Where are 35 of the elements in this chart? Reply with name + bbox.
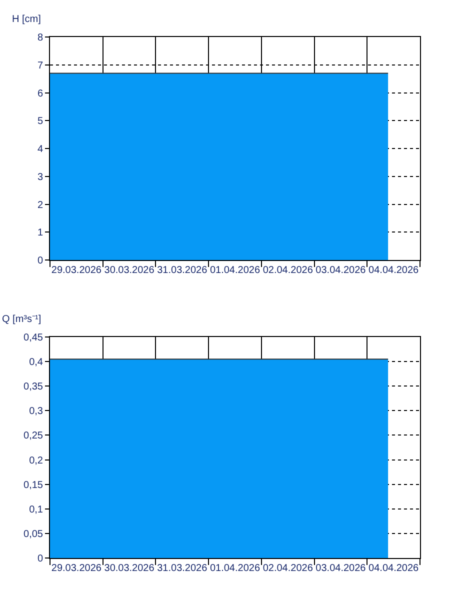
y-tick-label: 0,3 [29, 406, 44, 418]
x-tick-label: 04.04.2026 [368, 265, 420, 276]
y-tick-label: 0 [37, 554, 44, 564]
x-tick-label: 29.03.2026 [51, 563, 102, 574]
y-tick-label: 8 [37, 32, 44, 44]
x-tick-label: 02.04.2026 [262, 563, 314, 574]
y-tick-label: 0,45 [24, 332, 44, 344]
x-tick-label: 01.04.2026 [210, 265, 260, 276]
y-axis-title: Q [m³s⁻¹] [2, 314, 42, 325]
y-tick-label: 0,25 [24, 430, 44, 442]
y-tick-label: 0,35 [24, 382, 44, 393]
y-tick-label: 0,05 [24, 528, 44, 540]
x-tick-label: 29.03.2026 [51, 265, 102, 276]
y-tick-label: 4 [37, 144, 44, 155]
y-tick-label: 6 [37, 88, 44, 100]
x-tick-label: 01.04.2026 [210, 563, 260, 574]
x-tick-label: 30.03.2026 [104, 563, 155, 574]
x-tick-label: 04.04.2026 [368, 563, 420, 574]
x-tick-label: 03.04.2026 [316, 265, 366, 276]
y-tick-label: 0 [37, 256, 44, 266]
y-tick-label: 0,15 [24, 480, 44, 491]
y-tick-label: 1 [37, 228, 44, 239]
x-tick-label: 31.03.2026 [157, 265, 208, 276]
y-tick-label: 2 [37, 200, 44, 211]
x-tick-label: 03.04.2026 [316, 563, 366, 574]
x-tick-label: 02.04.2026 [262, 265, 314, 276]
y-axis-title: H [cm] [12, 14, 42, 25]
y-tick-label: 0,2 [29, 455, 44, 466]
y-tick-label: 0,1 [29, 504, 44, 516]
y-tick-label: 3 [37, 172, 44, 183]
x-tick-label: 31.03.2026 [157, 563, 208, 574]
y-tick-label: 7 [37, 60, 44, 72]
y-tick-label: 0,4 [29, 357, 44, 368]
x-tick-label: 30.03.2026 [104, 265, 155, 276]
y-tick-label: 5 [37, 116, 44, 128]
